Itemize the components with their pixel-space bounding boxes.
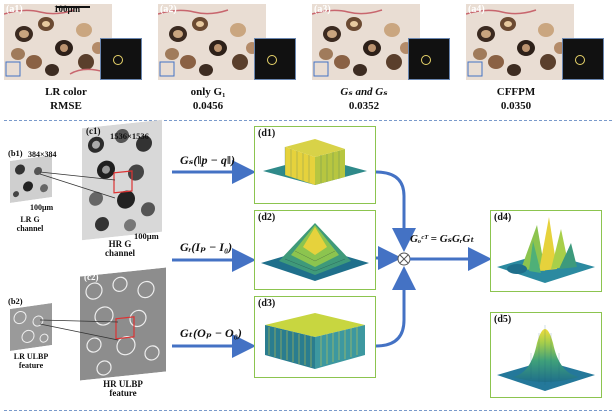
formula-combined: Gₒᶜᵀ = GₛGᵣGₜ (410, 233, 475, 245)
arrow-d3-up (375, 266, 416, 348)
caption-a1-line2: RMSE (50, 100, 82, 112)
plot-label-d5: (d5) (494, 314, 512, 325)
inset-marker-a3 (421, 55, 431, 65)
panel-label-c2: (c2) (84, 272, 99, 282)
caption-a3-line2: 0.0352 (348, 100, 380, 112)
hr-g-channel-image (82, 119, 162, 241)
micrograph-a3 (312, 4, 420, 80)
panel-label-a4: (a4) (468, 4, 485, 15)
caption-a4-line1: CFFPM (496, 86, 536, 98)
panel-label-a1: (a1) (6, 4, 23, 15)
plot-label-d1: (d1) (258, 128, 276, 139)
lr-ulbp-image (10, 303, 52, 351)
plot-d1 (254, 126, 376, 204)
caption-a3-line1: Gₛ and Gₛ (340, 86, 388, 98)
lr-g-channel-image (10, 155, 52, 203)
inset-marker-a4 (575, 55, 585, 65)
plot-d2-surface (261, 223, 369, 281)
plot-d5-surface (497, 325, 595, 391)
b1-caption: LR G channel (16, 215, 44, 233)
formula-texture: Gₜ(Oₚ − O₀) (180, 326, 242, 340)
plot-d3-surface (265, 313, 365, 369)
plot-d1-surface (263, 139, 367, 185)
inset-marker-a1 (113, 55, 123, 65)
panel-label-b2: (b2) (8, 296, 23, 306)
arrow-d1-down (375, 170, 416, 252)
divider-bottom (4, 410, 612, 411)
caption-a4-line2: 0.0350 (500, 100, 532, 112)
micrograph-a4-image (466, 4, 574, 80)
micrograph-a2 (158, 4, 266, 80)
micrograph-a4 (466, 4, 574, 80)
formula-spatial: Gₛ(‖p − q‖) (180, 153, 235, 167)
b2-caption: LR ULBP feature (13, 352, 49, 370)
caption-a2-line1: only G₁ (190, 86, 226, 98)
plot-label-d4: (d4) (494, 212, 512, 223)
panel-label-a3: (a3) (314, 4, 331, 15)
caption-a1-line1: LR color (45, 86, 87, 98)
plot-d4-surface (497, 217, 595, 283)
inset-marker-a2 (267, 55, 277, 65)
c2-caption: HR ULBP feature (103, 379, 143, 398)
plot-d5 (490, 312, 602, 398)
c1-scale-label: 100μm (134, 231, 159, 241)
plot-label-d2: (d2) (258, 212, 276, 223)
plot-d4 (490, 210, 602, 292)
scale-bar-label-a1: 100μm (54, 4, 81, 14)
b1-scale-label: 100μm (30, 203, 54, 212)
panel-label-b1: (b1) (8, 148, 23, 158)
panel-label-a2: (a2) (160, 4, 177, 15)
hr-ulbp-image (80, 267, 166, 381)
micrograph-a3-image (312, 4, 420, 80)
scale-bar-a1 (56, 6, 90, 8)
micrograph-a2-image (158, 4, 266, 80)
plot-d2 (254, 210, 376, 290)
c1-caption: HR G channel (104, 239, 135, 258)
divider-top (4, 120, 612, 121)
caption-a2-line2: 0.0456 (192, 100, 224, 112)
plot-d3 (254, 296, 376, 378)
c1-size-label: 1536×1536 (110, 131, 149, 141)
plot-label-d3: (d3) (258, 298, 276, 309)
b1-size-label: 384×384 (28, 150, 57, 159)
panel-label-c1: (c1) (86, 126, 101, 136)
formula-range: Gᵣ(Iₚ − I₀) (180, 240, 233, 254)
